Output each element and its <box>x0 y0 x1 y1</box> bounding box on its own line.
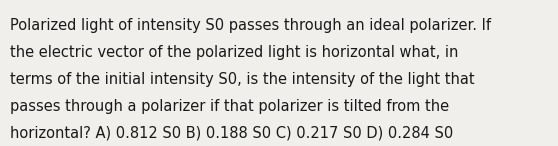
Text: horizontal? A) 0.812 S0 B) 0.188 S0 C) 0.217 S0 D) 0.284 S0: horizontal? A) 0.812 S0 B) 0.188 S0 C) 0… <box>10 126 453 141</box>
Text: Polarized light of intensity S0 passes through an ideal polarizer. If: Polarized light of intensity S0 passes t… <box>10 18 491 33</box>
Text: terms of the initial intensity S0, is the intensity of the light that: terms of the initial intensity S0, is th… <box>10 72 475 87</box>
Text: passes through a polarizer if that polarizer is tilted from the: passes through a polarizer if that polar… <box>10 99 449 114</box>
Text: the electric vector of the polarized light is horizontal what, in: the electric vector of the polarized lig… <box>10 45 459 60</box>
